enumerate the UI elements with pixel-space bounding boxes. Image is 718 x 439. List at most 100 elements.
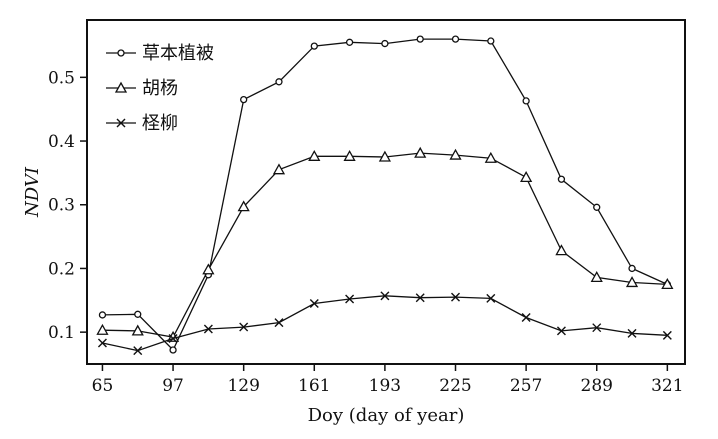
x-marker [203,324,213,334]
triangle-marker [555,244,568,256]
x-marker [415,293,425,303]
triangle-marker [114,81,128,93]
x-tick-label: 161 [298,376,330,396]
circle-marker [416,35,424,43]
circle-marker [487,37,495,45]
circle-marker [134,310,142,318]
x-marker [133,346,143,356]
x-marker-stroke [415,293,425,303]
y-axis-label: NDVI [22,166,43,218]
circle-marker [522,97,530,105]
x-tick-label: 321 [651,376,683,396]
x-marker [309,298,319,308]
x-marker [662,330,672,340]
x-marker-stroke [168,334,178,344]
x-marker-stroke [521,313,531,322]
triangle-marker [625,276,639,288]
x-tick-label: 65 [92,376,114,396]
legend-label: 草本植被 [142,43,214,64]
legend-item: 柽柳 [106,113,178,134]
triangle-marker [484,151,497,163]
circle-marker [381,39,389,48]
x-marker [274,318,284,328]
x-tick-label: 193 [369,376,401,396]
y-tick-label: 0.1 [48,323,75,343]
circle-marker [240,95,248,104]
x-marker [521,313,531,322]
x-marker [97,338,107,348]
x-marker-stroke [203,324,213,334]
x-marker-stroke [345,294,355,304]
series-triangle [96,146,674,342]
series-line [102,38,668,352]
y-tick-label: 0.3 [48,196,75,216]
x-marker [345,294,355,304]
circle-marker [98,311,107,319]
legend-label: 柽柳 [142,113,178,134]
series-x [97,291,672,356]
triangle-marker [520,171,533,182]
x-marker-stroke [309,298,319,308]
triangle-marker [272,163,286,175]
x-marker [592,323,602,333]
x-marker [451,292,461,302]
triangle-marker [414,146,427,158]
x-tick-label: 129 [227,376,259,396]
x-marker-stroke [627,328,637,338]
triangle-marker [308,149,321,161]
x-marker-stroke [451,292,461,302]
x-marker [486,293,496,303]
triangle-marker [202,263,215,275]
triangle-marker [237,200,250,212]
x-marker-stroke [133,346,143,356]
series-layer [96,35,674,356]
x-marker-stroke [592,323,602,333]
triangle-marker [590,271,603,283]
x-marker [168,334,178,344]
x-marker-stroke [116,118,126,128]
circle-marker [593,203,601,211]
x-marker-stroke [239,322,249,332]
circle-marker [345,38,354,46]
x-tick-label: 225 [439,376,471,396]
legend-item: 草本植被 [106,43,214,64]
circle-marker [628,264,636,273]
legend-label: 胡杨 [142,78,178,99]
y-tick-label: 0.2 [48,259,75,279]
x-marker-stroke [662,330,672,340]
x-marker-stroke [556,326,566,336]
x-marker [239,322,249,332]
x-axis-ticks: 65 97 129 161 193 225 257 289 321 [92,364,684,396]
circle-marker [117,49,125,57]
plot-frame [86,19,686,365]
x-marker [380,291,390,301]
x-axis-label: Doy (day of year) [308,405,465,426]
circle-marker [275,78,283,86]
series-circle [98,35,671,354]
x-tick-label: 289 [581,376,613,396]
y-tick-label: 0.4 [48,132,75,152]
legend-item: 胡杨 [106,78,178,99]
triangle-marker [661,278,674,290]
y-tick-label: 0.5 [48,68,75,88]
triangle-marker [131,324,144,336]
triangle-marker [96,323,109,335]
x-tick-label: 257 [510,376,542,396]
series-line [102,295,668,352]
x-marker-stroke [380,291,390,301]
circle-marker [310,42,318,50]
series-line [102,152,668,338]
x-marker [116,118,126,128]
x-marker [556,326,566,336]
x-tick-label: 97 [162,376,184,396]
circle-marker [557,175,566,183]
triangle-marker [378,150,392,162]
y-axis-ticks: 0.1 0.2 0.3 0.4 0.5 [48,68,87,343]
circle-marker [451,35,460,43]
x-marker-stroke [486,293,496,303]
x-marker [627,328,637,338]
x-marker-stroke [274,318,284,328]
triangle-marker [449,148,462,160]
